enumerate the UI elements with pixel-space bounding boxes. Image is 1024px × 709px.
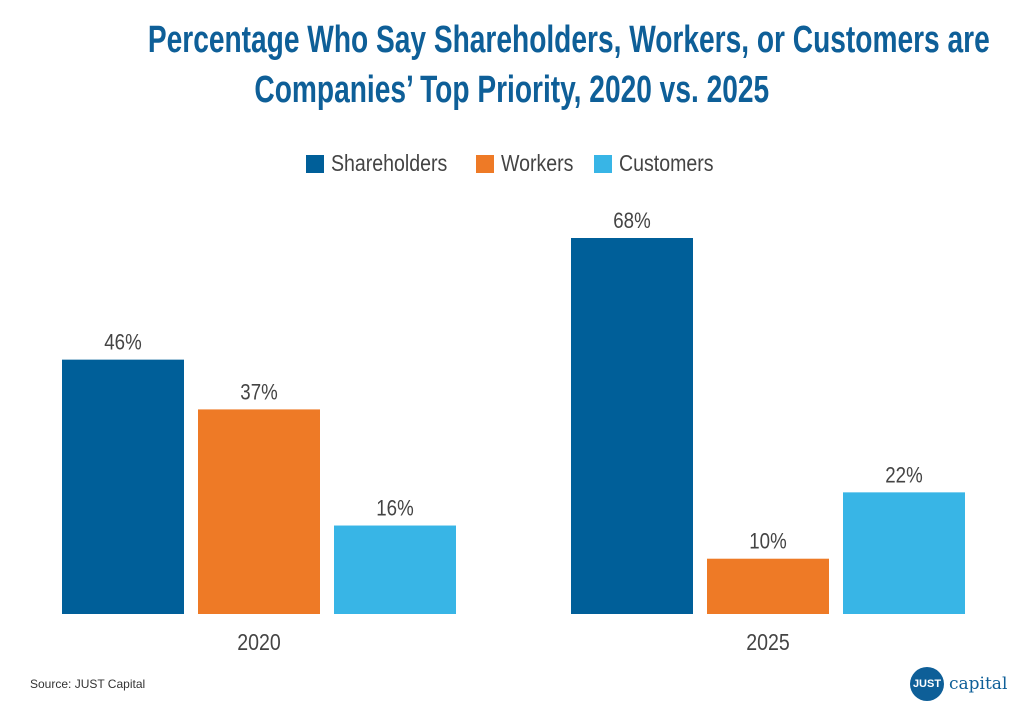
legend-item-workers: Workers <box>475 150 574 177</box>
source-note: Source: JUST Capital <box>30 677 146 691</box>
title-text: Percentage Who Say Shareholders, Workers… <box>147 19 990 61</box>
legend: Shareholders Workers Customers <box>0 150 1024 179</box>
chart-title-line-2: Companies’ Top Priority, 2020 vs. 2025 <box>0 65 1024 115</box>
data-label: 22% <box>885 464 922 488</box>
data-label: 68% <box>613 210 650 234</box>
legend-item-customers: Customers <box>594 150 718 177</box>
legend-swatch <box>594 154 613 173</box>
legend-label: Customers <box>619 150 714 176</box>
data-label: 46% <box>104 331 141 355</box>
bar-customers-2020 <box>334 525 456 614</box>
bar-workers-2020 <box>198 409 320 614</box>
legend-swatch <box>305 154 324 173</box>
x-tick-label: 2025 <box>746 630 789 656</box>
just-capital-logo: JUST capital <box>910 667 1007 701</box>
legend-swatch <box>475 154 494 173</box>
legend-item-shareholders: Shareholders <box>305 150 456 177</box>
bar-shareholders-2020 <box>62 359 184 614</box>
data-label: 16% <box>376 497 413 521</box>
logo-mark: JUST <box>910 667 944 701</box>
legend-label: Workers <box>500 150 574 176</box>
logo-word: capital <box>949 674 1008 694</box>
x-tick-label: 2020 <box>237 630 281 656</box>
legend-label: Shareholders <box>330 150 447 176</box>
title-text: Companies’ Top Priority, 2020 vs. 2025 <box>254 69 770 111</box>
chart-title-line-1: Percentage Who Say Shareholders, Workers… <box>0 15 1024 65</box>
data-label: 10% <box>749 530 786 554</box>
bar-customers-2025 <box>843 492 965 614</box>
bar-workers-2025 <box>707 558 829 614</box>
bar-shareholders-2025 <box>571 238 693 614</box>
data-label: 37% <box>240 381 277 405</box>
